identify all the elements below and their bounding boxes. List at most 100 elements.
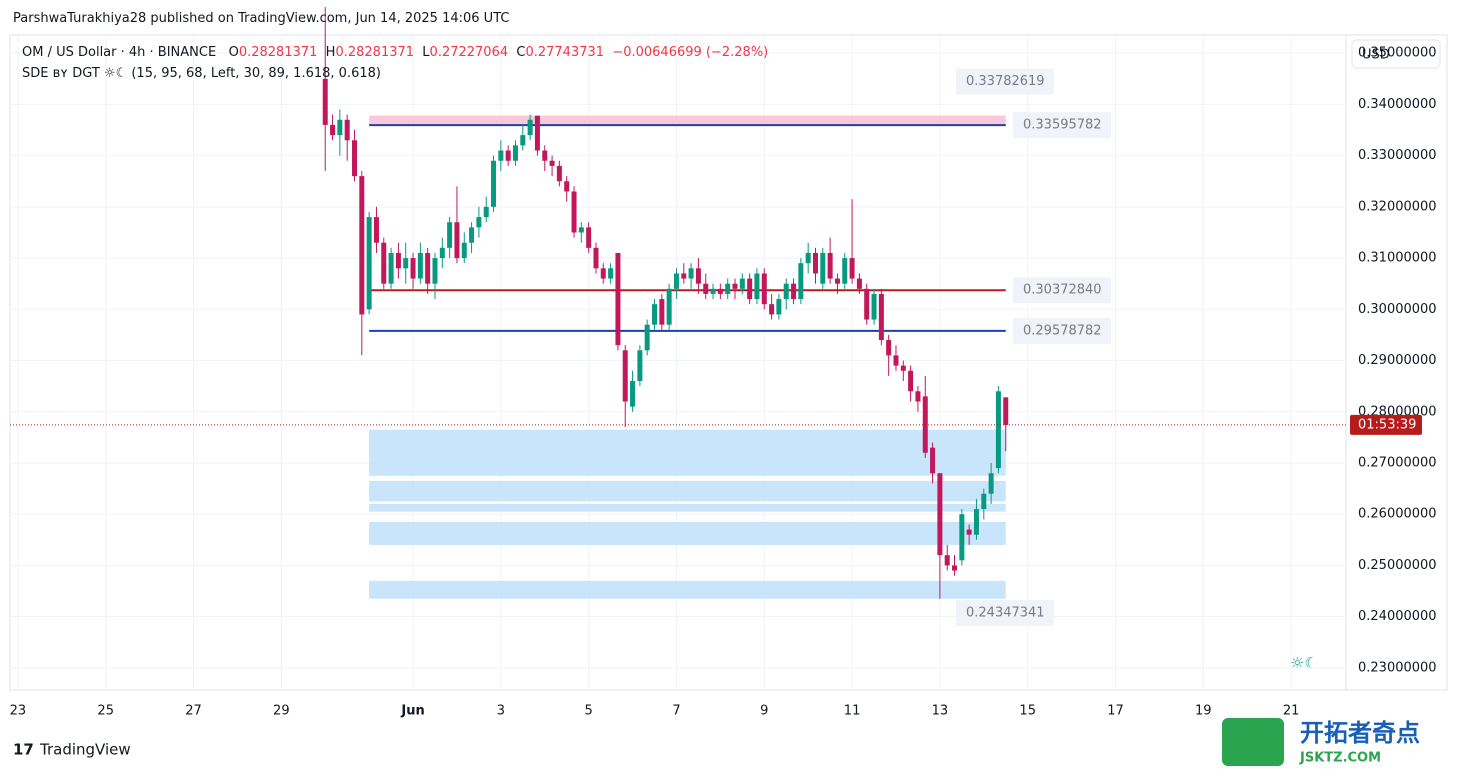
level-label-box — [956, 68, 1054, 95]
y-tick-label: 0.31000000 — [1358, 251, 1437, 266]
candle-body — [469, 227, 475, 243]
candle-body — [337, 119, 343, 136]
candle-body — [571, 191, 577, 233]
legend-label: L — [422, 45, 430, 60]
x-tick-label: 27 — [185, 704, 202, 719]
candle-body — [622, 350, 628, 402]
currency[interactable]: USD — [1362, 48, 1390, 63]
candle-body — [900, 365, 906, 371]
level-label-box — [1013, 112, 1111, 139]
candle-body — [725, 283, 731, 294]
candle-body — [973, 509, 979, 535]
candle-body — [498, 150, 504, 161]
zone — [369, 480, 1006, 502]
candle-body — [732, 283, 738, 289]
level-label-box — [956, 599, 1054, 626]
zone — [369, 521, 1006, 545]
zone — [369, 429, 1006, 476]
candle-body — [608, 268, 614, 279]
x-tick-label: 9 — [760, 704, 768, 719]
candle-body — [505, 150, 511, 161]
candle-body — [483, 206, 489, 218]
candle-body — [673, 273, 679, 289]
candle-body — [447, 222, 453, 248]
candle-body — [578, 227, 584, 233]
candle-body — [959, 514, 965, 561]
y-tick-label: 0.23000000 — [1358, 660, 1437, 675]
candle-body — [908, 370, 914, 392]
legend-row: OM / US Dollar · 4h · BINANCE O0.2828137… — [22, 45, 768, 60]
candle-body — [842, 258, 848, 284]
candle-body — [886, 340, 892, 356]
candle-body — [827, 252, 833, 279]
x-tick-label: 23 — [10, 704, 27, 719]
watermark-url: JSKTZ.COM — [1299, 751, 1381, 766]
candle-body — [461, 242, 467, 259]
candle-body — [703, 283, 709, 294]
brand[interactable]: TradingView — [39, 741, 131, 759]
candle-body — [776, 299, 782, 315]
y-tick-label: 0.24000000 — [1358, 609, 1437, 624]
candle-body — [769, 304, 775, 315]
level-label: 0.24347341 — [966, 605, 1045, 620]
candle-body — [739, 278, 745, 289]
candle-body — [930, 447, 936, 474]
candle-body — [761, 273, 767, 305]
candle-body — [344, 119, 350, 141]
candle-body — [688, 268, 694, 279]
candle-body — [491, 160, 497, 207]
candle-body — [542, 150, 548, 161]
candle-body — [403, 258, 409, 269]
candle-body — [615, 252, 621, 346]
candle-body — [644, 324, 650, 351]
change: −0.00646699 (−2.28%) — [612, 45, 769, 60]
level-label: 0.33782619 — [966, 74, 1045, 89]
watermark-logo — [1222, 718, 1284, 766]
candle-body — [893, 355, 899, 366]
candle-body — [439, 247, 445, 259]
candle-body — [666, 288, 672, 325]
candle-body — [395, 252, 401, 269]
candle-body — [834, 278, 840, 284]
candle-body — [681, 273, 687, 279]
candle-body — [527, 119, 533, 136]
candle-body — [813, 252, 819, 274]
candle-body — [432, 258, 438, 284]
candle-body — [593, 247, 599, 269]
candle-body — [556, 165, 562, 182]
countdown: 01:53:39 — [1358, 417, 1416, 432]
legend-value: 0.27743731 — [525, 45, 605, 60]
legend-label: O — [228, 45, 239, 60]
y-tick-label: 0.30000000 — [1358, 302, 1437, 317]
legend-value: 0.28281371 — [238, 45, 318, 60]
candle-body — [322, 78, 328, 125]
level-label: 0.30372840 — [1023, 283, 1102, 298]
candle-body — [549, 160, 555, 166]
countdown-box — [1350, 414, 1422, 435]
x-tick-label: 19 — [1195, 704, 1212, 719]
candle-body — [995, 391, 1001, 469]
level-label: 0.33595782 — [1023, 118, 1102, 133]
brand-logo: 17 — [13, 741, 34, 759]
candle-body — [856, 278, 862, 289]
x-tick-label: 5 — [585, 704, 593, 719]
x-tick-label: 29 — [273, 704, 290, 719]
candle-body — [534, 115, 540, 151]
candle-body — [630, 381, 636, 407]
candle-body — [330, 124, 336, 136]
level-label-box — [1013, 277, 1111, 304]
y-tick-label: 0.32000000 — [1358, 199, 1437, 214]
zone — [369, 580, 1006, 599]
candle-body — [1003, 397, 1009, 425]
y-tick-label: 0.27000000 — [1358, 455, 1437, 470]
candle-body — [425, 252, 431, 284]
currency-button[interactable] — [1351, 39, 1441, 69]
candle-body — [352, 140, 358, 177]
candle-body — [952, 565, 958, 571]
legend-label: C — [516, 45, 526, 60]
candle-body — [366, 217, 372, 310]
level-zone — [369, 115, 1006, 126]
indicator-icon[interactable]: ☼☾ — [1290, 654, 1319, 673]
candle-body — [359, 176, 365, 315]
